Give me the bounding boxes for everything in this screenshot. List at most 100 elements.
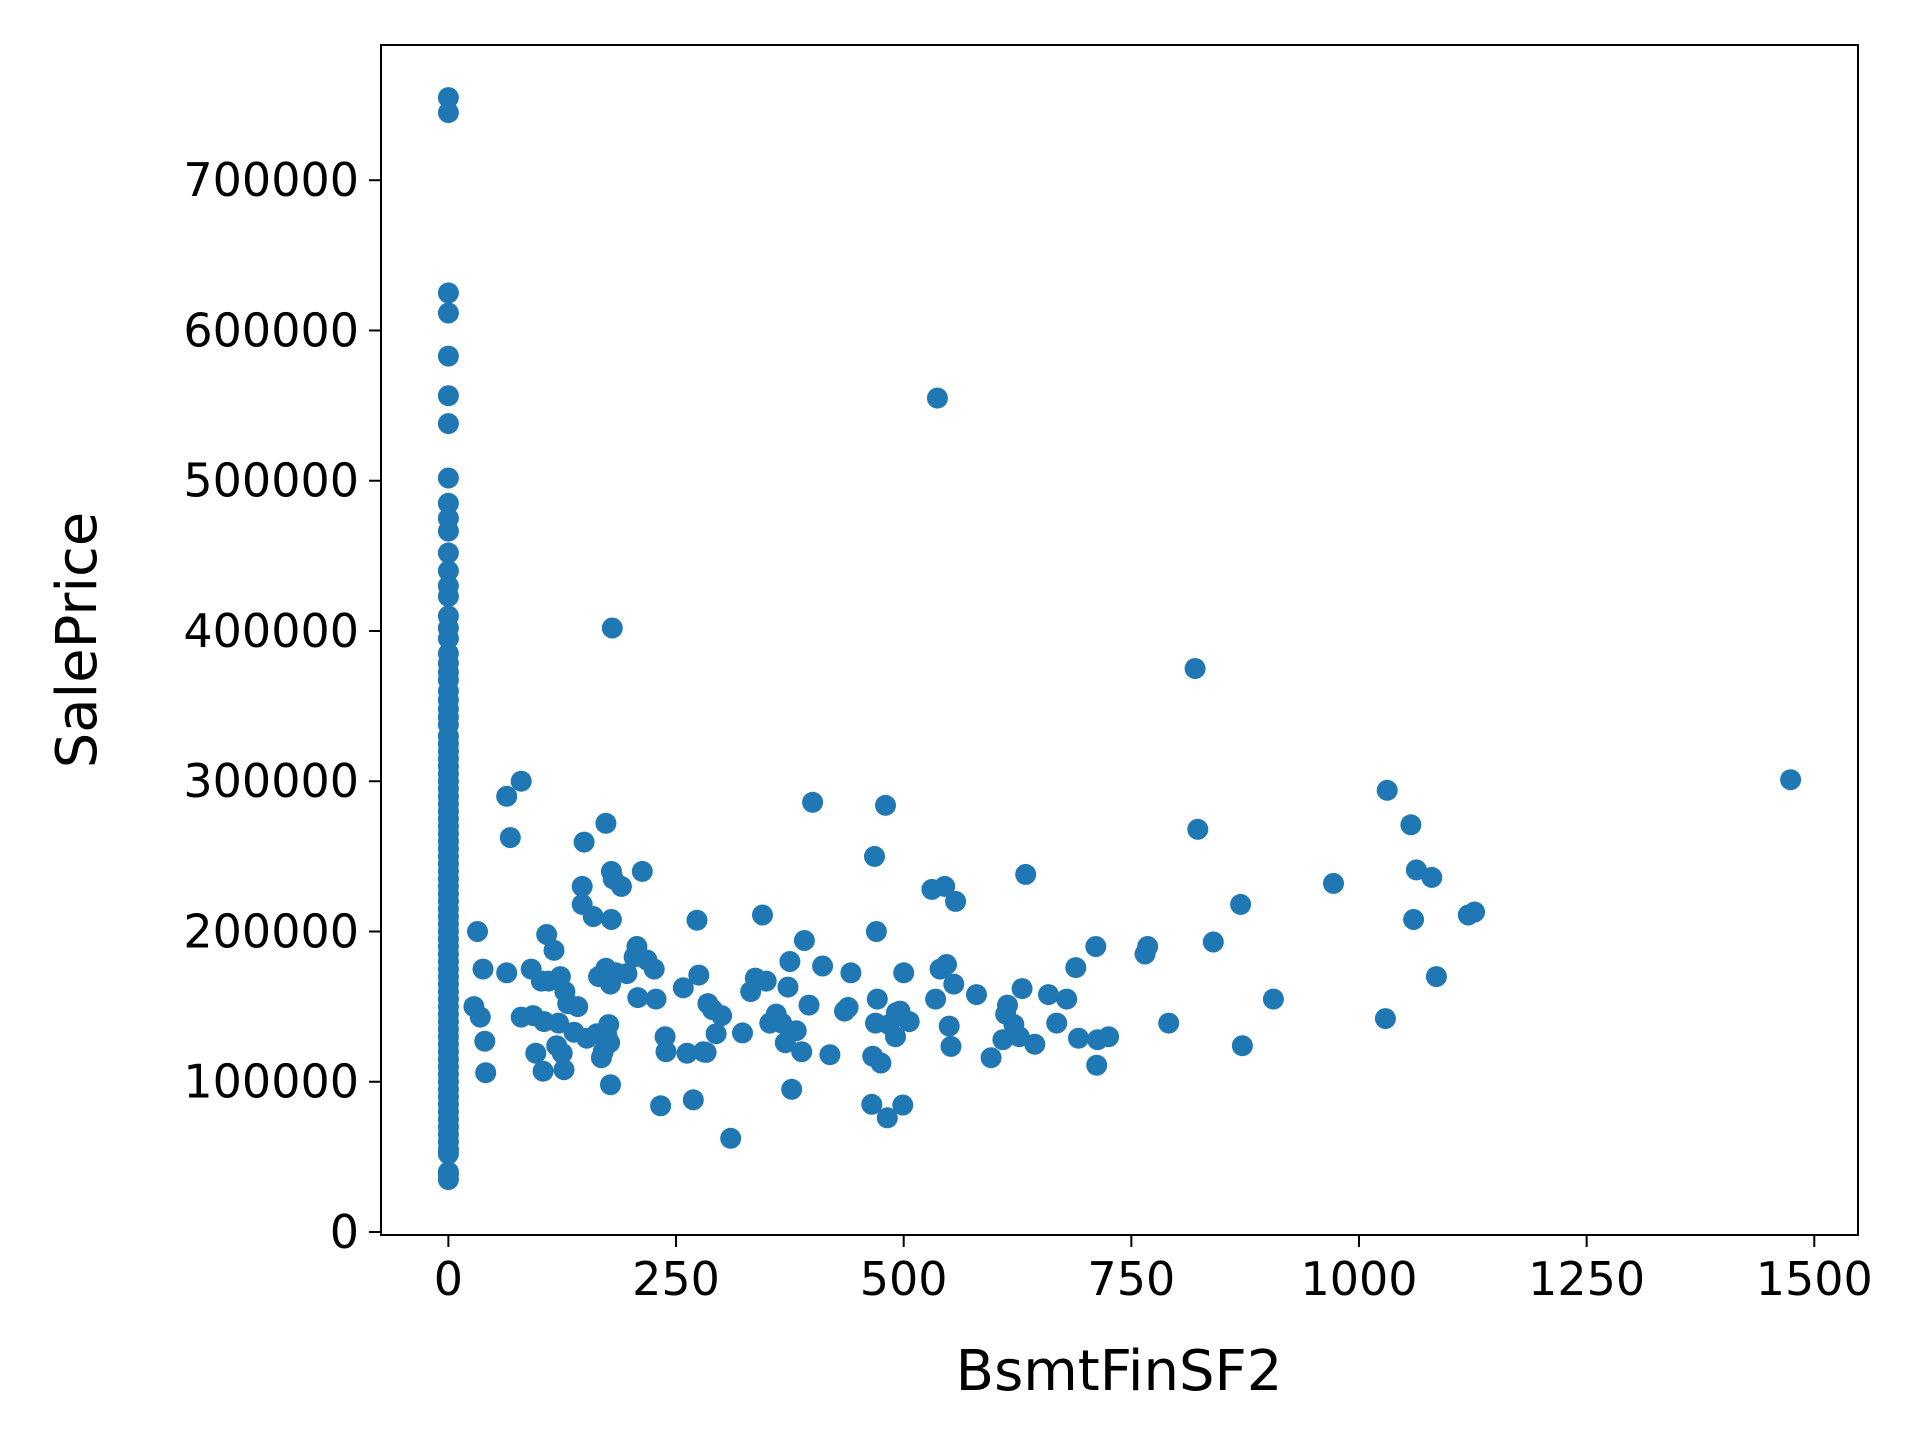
data-point-141 [627,987,649,1009]
y-axis-label: SalePrice [45,512,110,768]
data-point-125 [595,812,617,834]
data-point-152 [686,909,708,931]
data-point-193 [885,1026,906,1048]
data-point-217 [1015,863,1037,885]
data-point-160 [720,1127,742,1149]
data-point-144 [643,958,665,980]
data-point-12 [437,560,459,582]
data-point-244 [1425,966,1447,988]
data-point-111 [553,1059,575,1081]
y-tick-label: 100000 [183,1055,359,1109]
data-point-158 [705,1023,727,1045]
x-tick-label: 500 [860,1252,948,1306]
x-tick-label: 1500 [1756,1252,1873,1306]
data-point-131 [600,1074,621,1096]
data-point-231 [1184,658,1206,679]
data-point-115 [567,996,589,1018]
data-point-182 [840,962,862,984]
data-point-164 [752,904,773,926]
data-point-178 [812,955,834,977]
data-point-11 [437,542,459,564]
data-point-91 [474,1030,496,1052]
data-point-138 [616,963,638,985]
data-point-236 [1262,988,1284,1010]
data-point-239 [1376,779,1398,801]
data-point-92 [475,1062,497,1084]
data-point-243 [1421,866,1443,888]
data-point-148 [655,1041,677,1063]
y-tick-label: 600000 [183,303,359,357]
data-point-207 [943,973,965,995]
y-tick-label: 500000 [183,454,359,508]
data-point-106 [543,939,565,961]
data-point-94 [496,962,518,984]
data-point-174 [791,1041,813,1063]
data-point-223 [1068,1027,1089,1049]
data-point-224 [1085,936,1107,957]
data-point-100 [525,1042,547,1064]
data-point-208 [945,890,967,912]
data-point-198 [898,1011,920,1033]
data-point-227 [1098,1026,1120,1048]
data-point-104 [536,924,558,945]
y-tick-label: 400000 [183,604,359,658]
data-point-177 [802,791,824,813]
data-point-238 [1374,1008,1396,1030]
data-point-145 [645,988,667,1010]
data-point-185 [864,845,885,867]
data-point-165 [755,970,777,992]
data-point-150 [676,1042,698,1064]
data-point-155 [695,1041,717,1063]
data-point-2 [437,282,459,304]
data-point-221 [1056,988,1078,1010]
data-point-128 [598,1014,620,1036]
data-point-203 [934,875,956,897]
data-point-225 [1086,1054,1108,1076]
data-point-5 [437,385,459,407]
data-point-159 [711,1005,733,1027]
x-tick-label: 250 [632,1252,720,1306]
y-tick-label: 0 [330,1205,359,1259]
y-tick-label: 300000 [183,754,359,808]
data-point-197 [893,962,915,984]
data-point-134 [601,617,623,639]
data-point-175 [793,930,815,951]
points-layer [437,87,1802,1191]
data-point-153 [688,964,710,986]
data-point-151 [682,1089,704,1111]
x-axis-label: BsmtFinSF2 [956,1339,1283,1404]
y-tick-label: 200000 [183,904,359,958]
data-point-205 [938,1015,960,1037]
data-point-83 [437,1143,459,1165]
data-point-7 [437,467,459,489]
data-point-232 [1187,818,1209,840]
data-point-0 [437,87,459,109]
data-point-219 [1038,984,1059,1006]
data-point-161 [732,1022,753,1044]
data-point-10 [437,520,459,542]
data-point-216 [1011,978,1033,1000]
x-tick-label: 750 [1087,1252,1175,1306]
data-point-213 [997,994,1018,1016]
data-point-220 [1046,1012,1068,1034]
data-point-93 [496,785,518,807]
data-point-218 [1024,1033,1046,1055]
data-point-179 [819,1044,841,1066]
data-point-170 [777,976,799,998]
data-point-176 [798,994,820,1016]
data-point-142 [631,860,653,882]
plot-frame [380,44,1859,1236]
data-point-129 [599,1032,621,1054]
data-point-171 [779,951,801,972]
data-point-187 [865,921,887,942]
data-point-14 [437,585,459,607]
data-point-241 [1403,909,1425,930]
data-point-8 [437,492,459,514]
data-point-133 [600,909,622,930]
data-point-222 [1065,957,1087,979]
data-point-137 [610,875,632,897]
x-tick-label: 1000 [1300,1252,1417,1306]
data-point-209 [966,984,987,1006]
data-point-246 [1464,901,1486,923]
data-point-211 [992,1029,1014,1051]
